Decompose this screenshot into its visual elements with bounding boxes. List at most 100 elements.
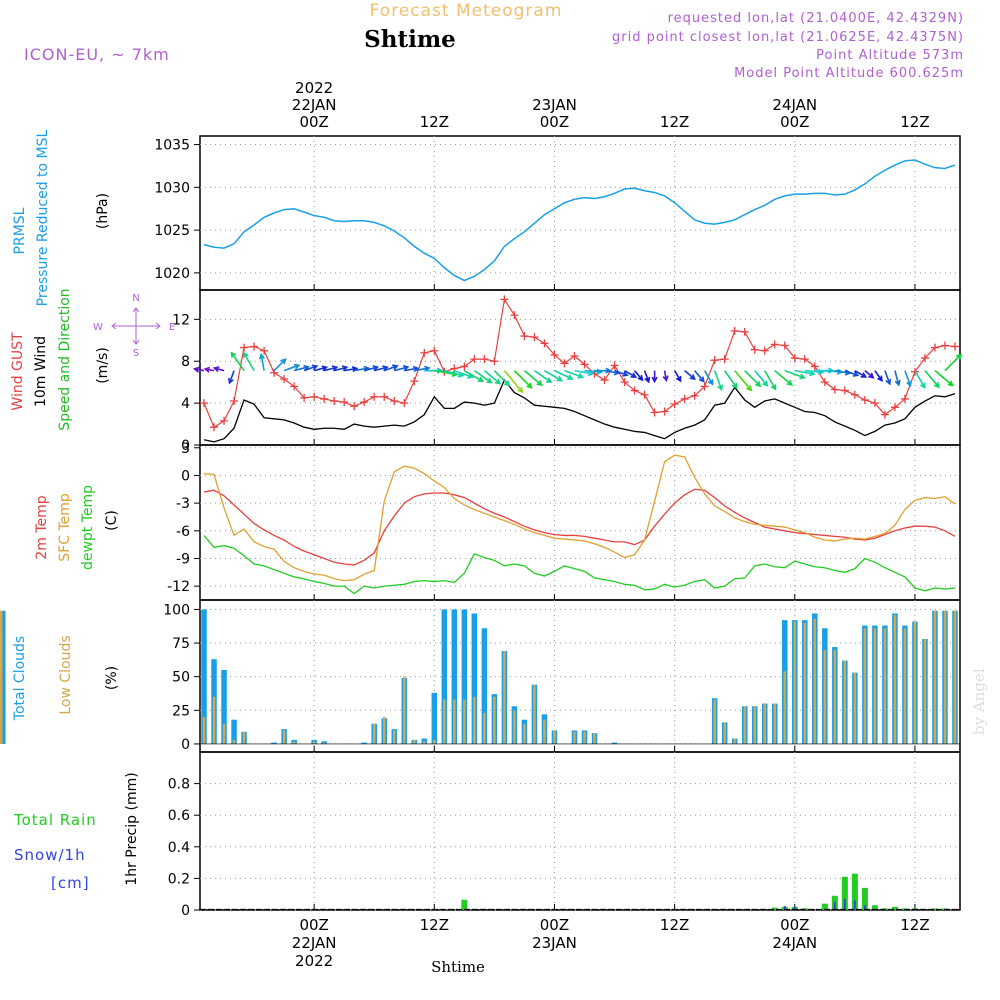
gust-marker (751, 346, 759, 354)
top-axis-label: 12Z (420, 113, 449, 131)
low-cloud-bar (934, 611, 936, 744)
y-unit: (%) (104, 666, 120, 690)
low-cloud-bar (784, 671, 786, 744)
gust-marker (510, 311, 518, 319)
low-cloud-bar (473, 697, 475, 744)
wind-direction-arrow (214, 367, 224, 372)
low-cloud-bar (203, 717, 205, 744)
wind-direction-arrow (895, 371, 900, 385)
gust-marker (380, 393, 388, 401)
compass-west: W (93, 322, 103, 333)
point-altitude: Point Altitude 573m (816, 48, 964, 63)
wind-direction-arrow (663, 371, 668, 381)
y-unit: (hPa) (95, 193, 111, 229)
low-cloud-bar (0, 700, 2, 744)
gust-marker (500, 295, 508, 303)
gust-marker (861, 396, 869, 404)
wind-direction-arrow (685, 371, 695, 379)
chart-title: Shtime (364, 26, 456, 53)
wind-direction-arrow (652, 371, 657, 382)
low-cloud-bar (293, 741, 295, 744)
top-axis-label: 2022 (295, 79, 333, 97)
wind-direction-arrow (260, 355, 265, 371)
requested-coords: requested lon,lat (21.0400E, 42.4329N) (668, 11, 964, 26)
temp-line-1 (204, 455, 955, 580)
gust-marker (240, 344, 248, 352)
wind-direction-arrow (875, 371, 882, 381)
wind-direction-arrow (885, 371, 891, 384)
low-cloud-bar (493, 697, 495, 744)
y-label-temp2m: 2m Temp (34, 495, 50, 559)
low-cloud-bar (423, 741, 425, 744)
gust-marker (210, 423, 218, 431)
y-label-snow-unit: [cm] (51, 874, 90, 892)
low-cloud-bar (844, 661, 846, 744)
low-cloud-bar (413, 740, 415, 744)
low-cloud-bar (213, 697, 215, 744)
gust-marker (410, 377, 418, 385)
low-cloud-bar (924, 639, 926, 744)
gust-marker (741, 328, 749, 336)
gust-marker (771, 340, 779, 348)
y-tick-label: 50 (172, 670, 190, 686)
low-cloud-bar (403, 677, 405, 744)
wind-direction-arrow (725, 371, 737, 388)
gust-marker (651, 409, 659, 417)
low-cloud-bar (804, 623, 806, 744)
y-label-low-clouds: Low Clouds (58, 635, 74, 714)
y-tick-label: 1025 (154, 223, 190, 239)
gust-marker (390, 397, 398, 405)
y-label-total-clouds: Total Clouds (12, 636, 28, 721)
wind-direction-arrow (645, 371, 650, 382)
bottom-axis-label: 00Z (540, 916, 569, 934)
gust-marker (941, 342, 949, 350)
low-cloud-bar (894, 615, 896, 744)
top-axis-label: 00Z (540, 113, 569, 131)
gust-marker (280, 375, 288, 383)
low-cloud-bar (523, 724, 525, 744)
gust-marker (330, 397, 338, 405)
y-unit: (C) (104, 510, 120, 531)
bottom-axis-label: 23JAN (532, 934, 577, 952)
y-tick-label: 75 (172, 636, 190, 652)
low-cloud-bar (393, 730, 395, 743)
gust-marker (350, 402, 358, 410)
snow-bar (844, 899, 846, 910)
wind-direction-arrow (244, 353, 254, 371)
low-cloud-bar (954, 611, 956, 744)
low-cloud-bar (723, 722, 725, 744)
y-tick-label: 0 (181, 903, 190, 919)
bottom-axis-label: 12Z (420, 916, 449, 934)
low-cloud-bar (483, 713, 485, 744)
gust-line (204, 299, 955, 427)
footer-label: Shtime (431, 958, 485, 976)
y-tick-label: 0.2 (168, 871, 190, 887)
panel-temperature: -12-9-6-3032m Temp SFC Temp dewpt Temp (C) (34, 441, 960, 600)
gust-marker (841, 387, 849, 395)
gust-marker (310, 393, 318, 401)
panel-frame (200, 445, 960, 600)
gust-marker (220, 417, 228, 425)
y-tick-label: 0.4 (168, 840, 190, 856)
bottom-axis-label: 00Z (299, 916, 328, 934)
wind-direction-arrow (205, 367, 214, 372)
low-cloud-bar (243, 732, 245, 744)
low-cloud-bar (573, 732, 575, 744)
gust-marker (470, 355, 478, 363)
gust-marker (340, 398, 348, 406)
low-cloud-bar (513, 710, 515, 744)
bottom-axis-label: 22JAN (292, 934, 337, 952)
low-cloud-bar (874, 628, 876, 744)
gust-marker (721, 355, 729, 363)
gust-marker (601, 376, 609, 384)
gust-marker (360, 398, 368, 406)
gust-marker (671, 400, 679, 408)
gust-marker (230, 397, 238, 405)
wind-direction-arrow (229, 371, 234, 383)
top-time-axis: 202222JAN00Z 12Z23JAN00Z 12Z24JAN00Z 12Z (292, 79, 930, 131)
y-tick-label: 8 (181, 354, 190, 370)
low-cloud-bar (914, 622, 916, 744)
gridpoint-coords: grid point closest lon,lat (21.0625E, 42… (612, 30, 964, 45)
gust-marker (611, 361, 619, 369)
gust-marker (661, 407, 669, 415)
